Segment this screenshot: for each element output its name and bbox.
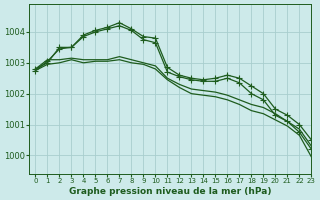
X-axis label: Graphe pression niveau de la mer (hPa): Graphe pression niveau de la mer (hPa)	[69, 187, 272, 196]
